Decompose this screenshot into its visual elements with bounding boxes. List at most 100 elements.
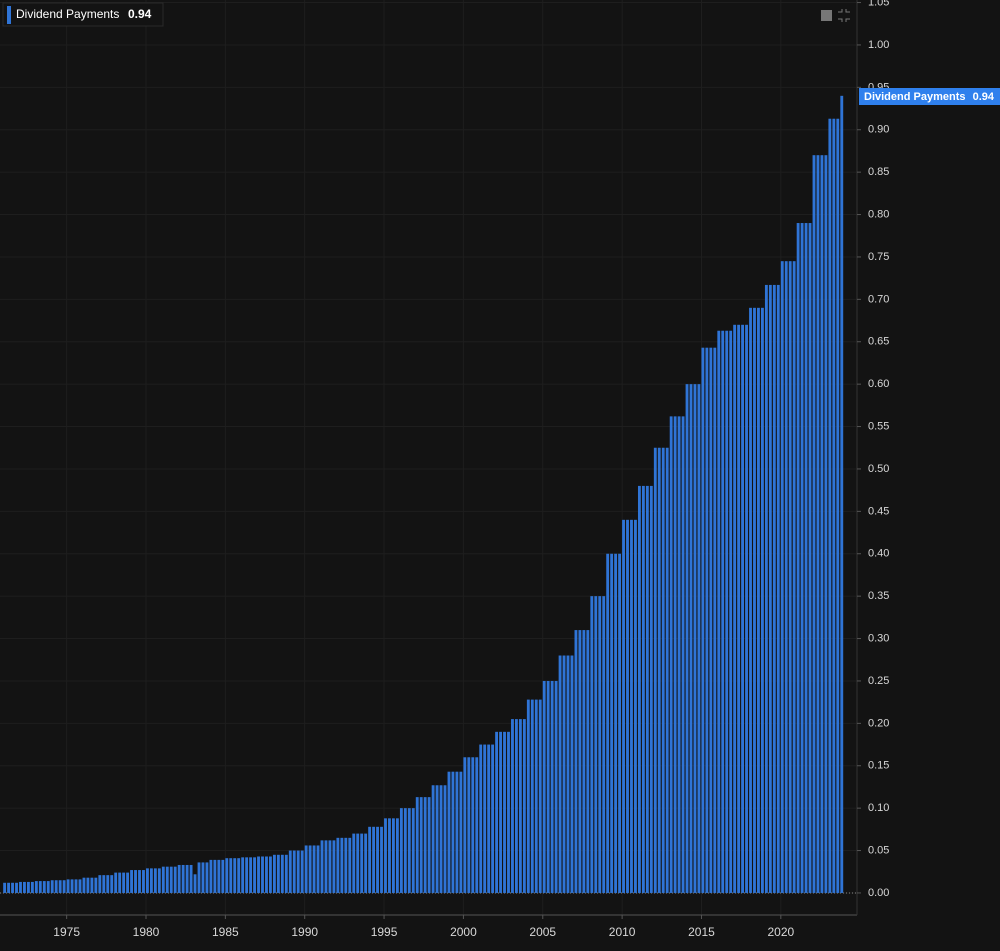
bar [423, 797, 427, 893]
bar [518, 719, 522, 893]
bar [455, 771, 459, 893]
bar [689, 384, 693, 893]
bar [364, 833, 368, 893]
bar [566, 655, 570, 893]
bar [269, 856, 272, 893]
collapse-icon[interactable] [838, 9, 850, 22]
bar [185, 864, 189, 893]
bar [90, 877, 94, 893]
bar [780, 261, 784, 893]
bar [344, 837, 348, 893]
bars [3, 95, 844, 893]
bar [451, 771, 455, 893]
bar [82, 877, 86, 893]
bar [614, 553, 618, 893]
bar [384, 818, 387, 893]
bar [610, 553, 614, 893]
bar [760, 307, 764, 893]
bar [820, 155, 824, 893]
bar [340, 837, 344, 893]
bar [249, 857, 253, 893]
bar [824, 155, 828, 893]
bar [54, 880, 58, 893]
bar [399, 808, 403, 893]
bar [514, 719, 518, 893]
y-tick-label: 1.00 [868, 39, 889, 51]
bar [764, 284, 768, 893]
bar [142, 870, 145, 893]
screenshot-icon[interactable] [821, 10, 832, 21]
bar [812, 155, 816, 893]
bar [312, 845, 316, 893]
y-tick-label: 0.45 [868, 505, 889, 517]
bar [562, 655, 566, 893]
bar [487, 744, 491, 893]
bar [534, 699, 538, 893]
bar [693, 384, 697, 893]
bar [62, 880, 66, 893]
bar [622, 519, 625, 893]
bar [352, 833, 356, 893]
y-tick-label: 0.85 [868, 166, 889, 178]
bar [749, 307, 752, 893]
y-tick-label: 0.05 [868, 844, 889, 856]
ticks: 0.00 0.05 0.10 0.15 0.20 0.25 0.30 0.35 0.40 0.45… [53, 0, 889, 939]
bar [356, 833, 360, 893]
bar [205, 862, 209, 893]
bar [213, 859, 217, 893]
y-tick-label: 0.80 [868, 208, 889, 220]
bar [594, 596, 598, 893]
bar [753, 307, 756, 893]
bar [745, 324, 748, 893]
bar [161, 866, 165, 893]
bar [58, 880, 62, 893]
bar [376, 826, 379, 893]
bar [427, 797, 431, 893]
y-tick-label: 0.60 [868, 378, 889, 390]
bar [661, 447, 665, 893]
x-tick-label: 1990 [291, 925, 318, 939]
bar [368, 826, 372, 893]
tag-value: 0.94 [973, 91, 995, 103]
bar [138, 870, 141, 893]
bar [804, 223, 808, 893]
bar [272, 854, 276, 893]
y-tick-label: 0.00 [868, 887, 889, 899]
bar [209, 859, 213, 893]
bar [511, 719, 514, 893]
bar [66, 879, 70, 893]
bar [328, 840, 332, 893]
bar [300, 850, 304, 893]
bar [590, 596, 594, 893]
bar [177, 864, 181, 893]
bar [673, 416, 677, 893]
bar [15, 882, 18, 893]
bar [391, 818, 395, 893]
bar [288, 850, 292, 893]
bar [630, 519, 633, 893]
bar [499, 731, 502, 893]
bar [721, 330, 725, 893]
bar [173, 866, 177, 893]
x-tick-label: 2005 [529, 925, 556, 939]
bar [257, 856, 260, 893]
legend-value: 0.94 [128, 7, 152, 21]
bar [98, 875, 102, 893]
bar [637, 485, 641, 893]
bar [102, 875, 106, 893]
bar [46, 881, 50, 893]
bar [233, 858, 237, 893]
bar [38, 881, 42, 893]
bar [296, 850, 300, 893]
x-tick-label: 1995 [371, 925, 398, 939]
bar [677, 416, 681, 893]
bar [705, 347, 709, 893]
bar [193, 874, 197, 893]
bar [304, 845, 308, 893]
bar [34, 881, 38, 893]
bar [558, 655, 562, 893]
y-tick-label: 0.75 [868, 251, 889, 263]
bar [757, 307, 760, 893]
bar [181, 864, 185, 893]
